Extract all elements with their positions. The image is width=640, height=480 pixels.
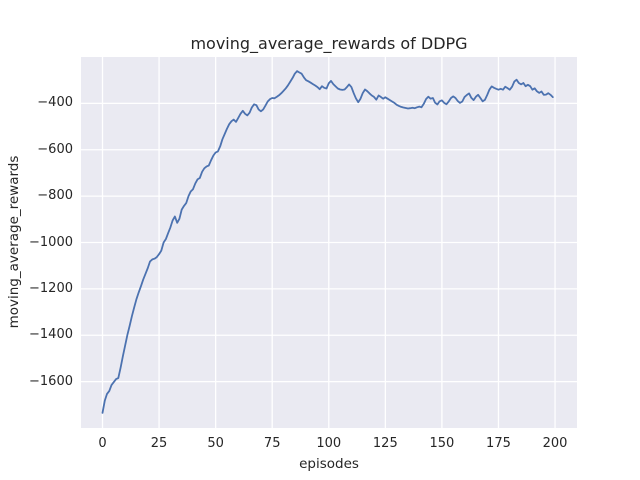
y-tick-label: −600 xyxy=(37,141,73,157)
x-tick-label: 50 xyxy=(207,436,224,451)
y-tick-label: −400 xyxy=(37,95,73,111)
plot-area xyxy=(81,57,577,428)
x-tick-label: 100 xyxy=(316,436,342,451)
x-tick-label: 175 xyxy=(486,436,511,451)
x-tick-label: 25 xyxy=(150,436,168,451)
y-tick-label: −1600 xyxy=(29,373,73,389)
grid-lines xyxy=(81,57,577,428)
reward-line xyxy=(101,70,554,414)
x-tick-label: 125 xyxy=(372,436,398,451)
plot-svg xyxy=(81,57,577,428)
y-tick-label: −1000 xyxy=(29,234,73,250)
y-tick-label: −1400 xyxy=(29,327,73,343)
x-tick-label: 0 xyxy=(98,436,107,451)
x-tick-label: 150 xyxy=(429,436,455,451)
chart-title: moving_average_rewards of DDPG xyxy=(190,34,468,53)
y-tick-label: −800 xyxy=(37,188,73,204)
x-tick-label: 200 xyxy=(542,436,568,451)
y-tick-label: −1200 xyxy=(29,280,73,296)
x-axis-label: episodes xyxy=(299,456,359,472)
x-tick-label: 75 xyxy=(263,436,281,451)
